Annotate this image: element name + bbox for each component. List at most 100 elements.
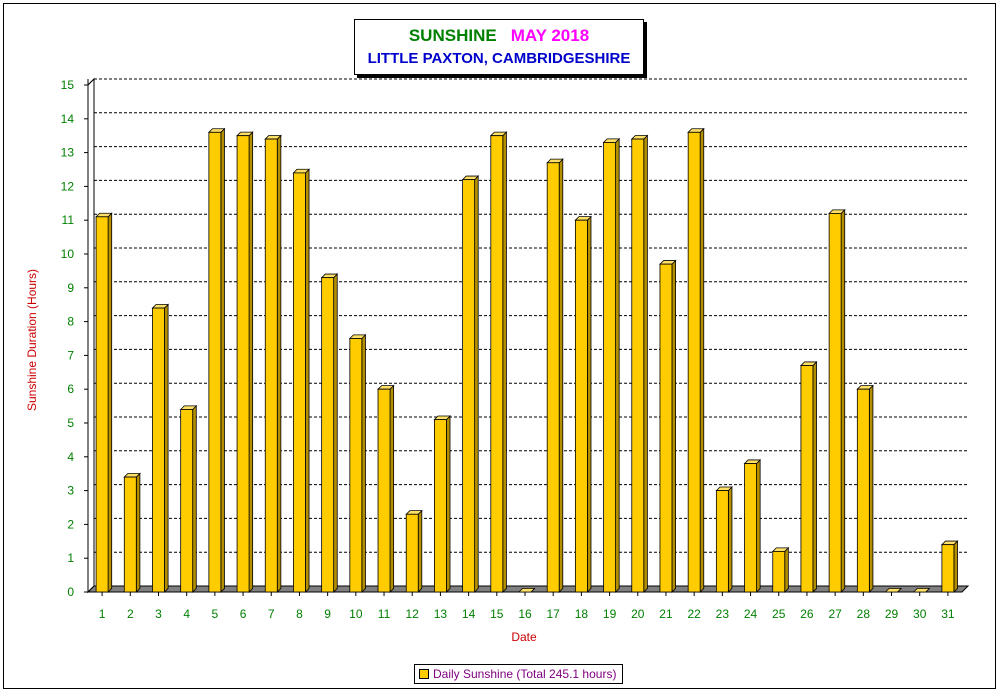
- bar-face: [715, 490, 729, 593]
- x-tick-label: 2: [127, 607, 134, 621]
- x-tick-label: 19: [603, 607, 617, 621]
- x-tick-label: 11: [378, 607, 391, 621]
- bar: [348, 333, 367, 593]
- bar-face: [574, 219, 588, 593]
- bar: [743, 458, 762, 593]
- bar: [123, 472, 141, 593]
- x-tick-label: 28: [857, 607, 871, 621]
- bars-layer: [95, 127, 959, 593]
- bar-top: [518, 588, 536, 593]
- bar-side: [305, 168, 310, 593]
- y-tick-label: 9: [67, 281, 74, 295]
- y-tick-label: 1: [67, 551, 74, 565]
- x-tick-label: 24: [744, 607, 758, 621]
- bar: [546, 158, 564, 593]
- bar-face: [462, 179, 476, 593]
- bar: [405, 509, 423, 593]
- bar: [715, 486, 733, 593]
- bar-side: [361, 333, 366, 593]
- bar: [292, 168, 311, 593]
- bar-face: [405, 513, 419, 593]
- bar: [828, 208, 846, 593]
- bar: [602, 137, 621, 593]
- bar-side: [671, 259, 676, 593]
- y-tick-label: 11: [62, 213, 75, 227]
- bar: [95, 212, 113, 593]
- bar: [461, 175, 480, 593]
- x-tick-label: 15: [490, 607, 504, 621]
- bar-face: [800, 365, 814, 593]
- bar-face: [349, 338, 363, 593]
- x-tick-label: 17: [547, 607, 561, 621]
- bar: [884, 588, 903, 593]
- y-axis-label: Sunshine Duration (Hours): [25, 269, 39, 411]
- bar-face: [152, 307, 165, 593]
- legend-label: Daily Sunshine (Total 245.1 hours): [433, 667, 617, 681]
- y-tick-label: 10: [61, 247, 75, 261]
- bar-face: [490, 135, 504, 593]
- x-tick-label: 5: [212, 607, 219, 621]
- bar-side: [333, 273, 338, 593]
- bar-face: [236, 135, 250, 593]
- bar-face: [941, 544, 955, 593]
- bar-side: [615, 137, 620, 593]
- bar-face: [856, 388, 870, 593]
- bar: [659, 259, 677, 593]
- bar: [574, 215, 592, 593]
- x-tick-label: 18: [575, 607, 589, 621]
- bar: [264, 134, 282, 593]
- bar-face: [434, 419, 447, 593]
- x-tick-label: 10: [349, 607, 363, 621]
- bar-face: [687, 131, 701, 593]
- bar-side: [474, 175, 479, 593]
- bar: [771, 546, 790, 593]
- x-tick-label: 1: [99, 607, 106, 621]
- bar-face: [659, 263, 673, 593]
- x-tick-label: 31: [941, 607, 955, 621]
- y-tick-label: 15: [61, 78, 75, 92]
- bar: [912, 588, 931, 593]
- y-tick-label: 6: [67, 382, 74, 396]
- chart-title: SUNSHINE MAY 2018: [355, 26, 643, 46]
- bar: [687, 127, 705, 593]
- x-tick-label: 7: [268, 607, 275, 621]
- y-tick-label: 5: [67, 416, 74, 430]
- x-tick-label: 27: [828, 607, 842, 621]
- y-tick-label: 13: [61, 146, 75, 160]
- bar: [630, 134, 649, 593]
- x-tick-label: 9: [324, 607, 331, 621]
- bar: [236, 131, 254, 593]
- bar: [856, 384, 874, 593]
- y-tick-label: 4: [67, 450, 74, 464]
- y-tick-label: 12: [61, 179, 75, 193]
- bar-face: [180, 409, 194, 593]
- bar-side: [446, 415, 451, 593]
- bar: [151, 303, 170, 593]
- bar-face: [123, 476, 137, 593]
- bar-side: [417, 509, 423, 593]
- legend-swatch: [419, 669, 429, 679]
- x-tick-label: 23: [716, 607, 730, 621]
- bar-side: [784, 546, 789, 593]
- x-tick-label: 12: [406, 607, 420, 621]
- y-tick-label: 7: [67, 348, 74, 362]
- bar: [940, 540, 959, 593]
- x-tick-label: 13: [434, 607, 448, 621]
- bar: [799, 360, 818, 593]
- x-tick-label: 4: [183, 607, 190, 621]
- bar: [320, 273, 339, 593]
- y-tick-label: 3: [67, 484, 74, 498]
- bar-face: [603, 142, 616, 593]
- y-tick-label: 8: [67, 315, 74, 329]
- bar-side: [248, 131, 254, 593]
- bar-top: [884, 588, 903, 593]
- title-month: MAY 2018: [510, 26, 590, 45]
- x-tick-label: 25: [772, 607, 786, 621]
- bar-side: [192, 404, 197, 593]
- bar-side: [756, 458, 761, 593]
- x-tick-label: 16: [518, 607, 532, 621]
- x-tick-label: 6: [240, 607, 247, 621]
- bar-face: [321, 277, 335, 593]
